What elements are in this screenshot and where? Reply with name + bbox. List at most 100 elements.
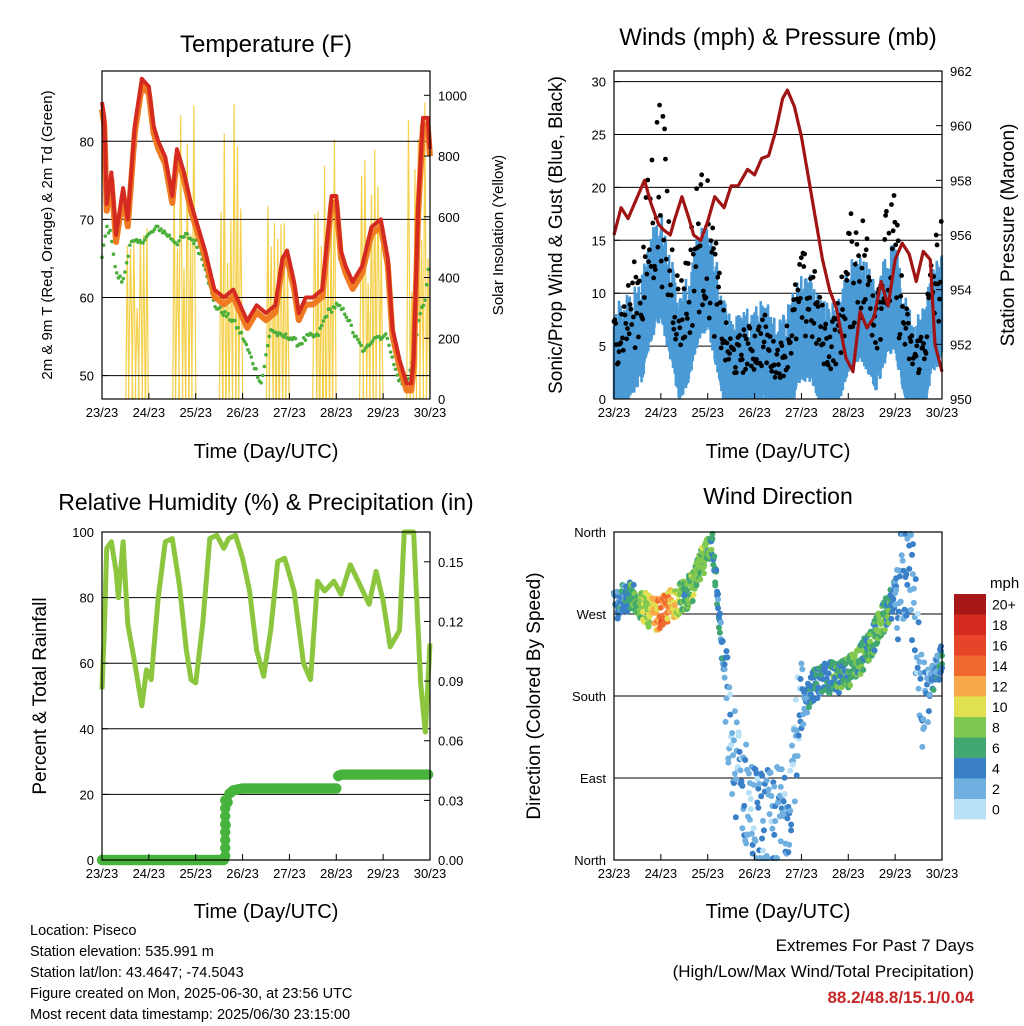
direction-point bbox=[724, 654, 731, 661]
dewpoint-point bbox=[119, 280, 124, 284]
direction-point bbox=[684, 587, 691, 594]
direction-point bbox=[760, 827, 767, 834]
dewpoint-point bbox=[106, 231, 111, 235]
gust-point bbox=[679, 317, 685, 323]
gust-point bbox=[764, 360, 770, 366]
gust-point bbox=[752, 333, 758, 339]
gust-point bbox=[938, 219, 944, 224]
y2-tick-label: 958 bbox=[950, 173, 972, 188]
legend-swatch bbox=[954, 635, 986, 656]
direction-point bbox=[732, 814, 739, 821]
x-tick-label: 24/23 bbox=[645, 405, 678, 420]
direction-point bbox=[775, 799, 781, 806]
direction-point bbox=[715, 591, 722, 598]
direction-point bbox=[742, 757, 749, 764]
dewpoint-point bbox=[265, 343, 270, 348]
direction-point bbox=[712, 582, 719, 589]
direction-point bbox=[729, 730, 736, 737]
direction-point bbox=[739, 825, 746, 832]
legend-label: 14 bbox=[992, 658, 1008, 674]
y-tick-label: 50 bbox=[80, 369, 94, 384]
dewpoint-point bbox=[152, 227, 157, 232]
station-info: Location: Piseco Station elevation: 535.… bbox=[30, 921, 352, 1026]
x-tick-label: 28/23 bbox=[832, 405, 865, 420]
x-tick-label: 30/23 bbox=[926, 405, 959, 420]
dewpoint-point bbox=[392, 362, 396, 367]
gust-point bbox=[643, 195, 649, 200]
dewpoint-point bbox=[421, 303, 426, 308]
x-tick-label: 27/23 bbox=[273, 866, 306, 881]
y2-tick-label: 962 bbox=[950, 64, 972, 79]
gust-point bbox=[898, 293, 904, 299]
x-tick-label: 26/23 bbox=[738, 866, 771, 881]
y2-tick-label: 1000 bbox=[438, 88, 467, 103]
direction-point bbox=[792, 696, 799, 703]
gust-point bbox=[627, 302, 633, 307]
gust-point bbox=[860, 218, 866, 224]
dewpoint-point bbox=[236, 325, 240, 330]
direction-point bbox=[690, 591, 697, 598]
solar-spike bbox=[419, 240, 425, 400]
gust-point bbox=[784, 323, 790, 329]
gust-point bbox=[814, 299, 820, 305]
humidity-ylabel: Percent & Total Rainfall bbox=[30, 597, 51, 794]
gust-point bbox=[822, 325, 828, 331]
gust-point bbox=[901, 321, 907, 327]
gust-point bbox=[774, 351, 780, 357]
dewpoint-point bbox=[293, 336, 298, 341]
solar-spike bbox=[372, 149, 377, 400]
dewpoint-point bbox=[300, 341, 304, 346]
dewpoint-point bbox=[359, 343, 363, 348]
direction-point bbox=[914, 664, 921, 671]
gust-point bbox=[833, 361, 839, 367]
direction-point bbox=[925, 708, 932, 715]
dewpoint-point bbox=[328, 307, 332, 311]
gust-point bbox=[737, 333, 743, 338]
dewpoint-point bbox=[354, 334, 359, 339]
gust-point bbox=[906, 356, 912, 362]
direction-point bbox=[713, 567, 720, 574]
gust-point bbox=[705, 178, 711, 183]
direction-point bbox=[860, 666, 867, 673]
relative-humidity-series bbox=[99, 529, 433, 735]
dewpoint-point bbox=[344, 315, 349, 320]
gust-point bbox=[743, 366, 748, 372]
x-tick-label: 25/23 bbox=[179, 405, 212, 420]
legend-label: 20+ bbox=[992, 596, 1016, 612]
x-tick-label: 29/23 bbox=[879, 866, 912, 881]
temperature-title: Temperature (F) bbox=[180, 31, 352, 58]
gust-point bbox=[615, 360, 621, 366]
direction-point bbox=[737, 767, 744, 774]
gust-point bbox=[897, 332, 903, 337]
dewpoint-point bbox=[182, 235, 186, 239]
gust-point bbox=[703, 295, 709, 300]
gust-point bbox=[760, 344, 766, 350]
figure-created: Figure created on Mon, 2025-06-30, at 23… bbox=[30, 986, 353, 1002]
solar-spike bbox=[225, 262, 230, 400]
direction-point bbox=[781, 774, 788, 781]
dewpoint-point bbox=[193, 238, 198, 242]
gust-point bbox=[856, 253, 861, 259]
direction-point bbox=[893, 586, 900, 593]
direction-point bbox=[769, 825, 776, 832]
direction-point bbox=[759, 835, 766, 842]
direction-point bbox=[930, 686, 937, 693]
dewpoint-point bbox=[426, 267, 431, 272]
gust-point bbox=[842, 316, 848, 322]
direction-point bbox=[881, 626, 888, 633]
dewpoint-point bbox=[377, 334, 381, 339]
gust-point bbox=[749, 363, 754, 369]
y2-tick-label: 0 bbox=[438, 392, 445, 407]
gust-point bbox=[657, 102, 662, 108]
y-tick-label: 5 bbox=[599, 339, 606, 354]
legend-swatch bbox=[954, 655, 986, 676]
gust-point bbox=[761, 339, 767, 345]
gust-point bbox=[717, 300, 723, 305]
direction-point bbox=[723, 695, 730, 702]
winds-title: Winds (mph) & Pressure (mb) bbox=[619, 24, 936, 51]
dewpoint-point bbox=[162, 229, 167, 233]
precip-point bbox=[220, 842, 231, 854]
direction-point bbox=[760, 847, 767, 854]
dewpoint-point bbox=[249, 355, 254, 359]
direction-point bbox=[921, 659, 928, 666]
